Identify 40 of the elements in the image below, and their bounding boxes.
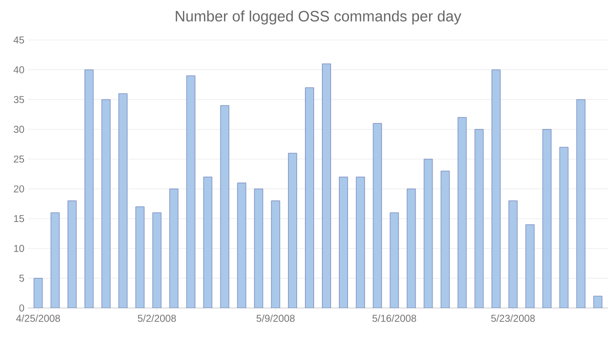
bar (508, 200, 518, 308)
y-tick-label: 5 (19, 274, 24, 282)
bar (169, 188, 178, 308)
bar (152, 212, 162, 308)
bar (84, 70, 94, 308)
bar (372, 123, 382, 308)
bar (136, 206, 144, 308)
bar (288, 152, 298, 308)
bar (271, 200, 280, 308)
x-tick-label: 5/23/2008 (491, 314, 535, 322)
bar (492, 70, 501, 308)
bar (542, 129, 552, 308)
y-tick-label: 10 (14, 244, 24, 252)
bar (50, 212, 60, 308)
bar (474, 129, 484, 308)
x-tick-label: 5/9/2008 (256, 314, 295, 322)
bar (458, 117, 467, 308)
bar (559, 146, 568, 308)
bar (339, 176, 348, 308)
y-tick-label: 15 (14, 215, 24, 222)
bar (254, 188, 264, 308)
bar (576, 99, 586, 308)
y-tick-label: 35 (14, 96, 24, 104)
bar (118, 93, 128, 308)
y-tick-label: 20 (14, 185, 24, 192)
bar (305, 87, 314, 308)
x-tick-label: 5/2/2008 (138, 314, 176, 322)
bar (322, 64, 331, 308)
bar (356, 176, 365, 308)
y-tick-label: 30 (14, 126, 24, 133)
y-tick-label: 45 (14, 36, 24, 44)
x-tick-label: 4/25/2008 (16, 314, 60, 322)
bar (102, 99, 110, 308)
x-tick-label: 5/16/2008 (372, 314, 416, 322)
y-tick-label: 0 (19, 304, 24, 312)
bar (68, 200, 77, 308)
y-tick-label: 40 (14, 66, 24, 74)
y-tick-label: 25 (14, 156, 24, 163)
chart-title: Number of logged OSS commands per day (176, 10, 462, 24)
bar (526, 224, 534, 308)
